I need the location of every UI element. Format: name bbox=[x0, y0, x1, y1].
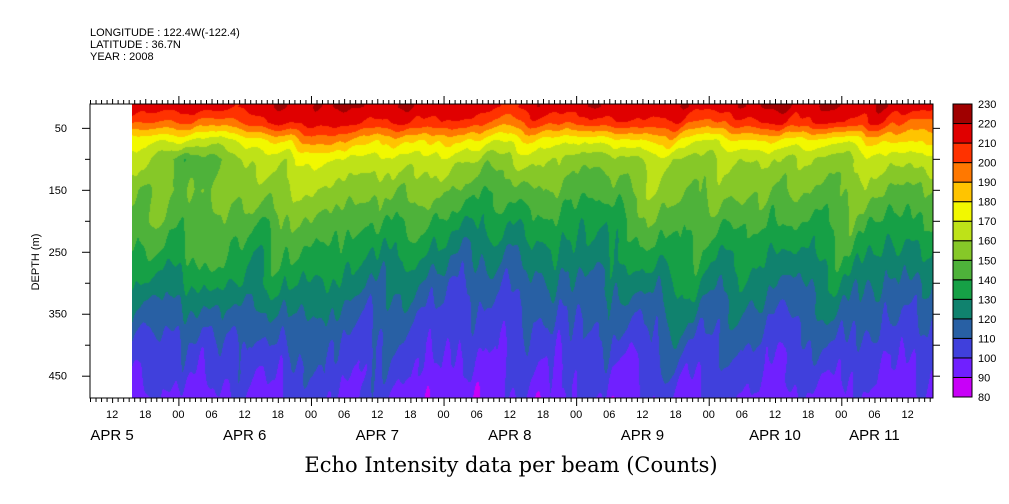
colorbar-label: 120 bbox=[978, 314, 996, 326]
colorbar-label: 220 bbox=[978, 119, 996, 131]
colorbar-swatch bbox=[952, 123, 973, 144]
y-tick-label: 50 bbox=[55, 123, 67, 135]
y-tick-label: 150 bbox=[49, 185, 67, 197]
x-tick-label: 12 bbox=[901, 409, 913, 421]
y-axis-label: DEPTH (m) bbox=[30, 233, 42, 291]
x-tick-label: 06 bbox=[736, 409, 748, 421]
x-tick-label: 06 bbox=[338, 409, 350, 421]
colorbar-label: 210 bbox=[978, 138, 996, 150]
y-tick-label: 350 bbox=[49, 309, 67, 321]
colorbar-label: 170 bbox=[978, 216, 996, 228]
colorbar-swatch bbox=[952, 181, 973, 203]
date-label: APR 6 bbox=[223, 427, 266, 444]
x-tick-label: 18 bbox=[139, 409, 151, 421]
date-label: APR 11 bbox=[849, 427, 900, 444]
date-label: APR 8 bbox=[488, 427, 531, 444]
x-tick-label: 00 bbox=[703, 409, 715, 421]
x-tick-label: 00 bbox=[570, 409, 582, 421]
colorbar-swatch bbox=[952, 240, 973, 261]
colorbar-swatch bbox=[952, 318, 973, 339]
colorbar-label: 80 bbox=[978, 392, 990, 404]
echo-intensity-contour-field bbox=[132, 104, 933, 398]
x-tick-label: 00 bbox=[305, 409, 317, 421]
latitude-label: LATITUDE : 36.7N bbox=[90, 39, 181, 51]
colorbar-label: 190 bbox=[978, 177, 996, 189]
date-label: APR 7 bbox=[356, 427, 399, 444]
x-tick-label: 18 bbox=[537, 409, 549, 421]
x-tick-label: 06 bbox=[868, 409, 880, 421]
x-tick-label: 18 bbox=[404, 409, 416, 421]
x-tick-label: 06 bbox=[471, 409, 483, 421]
y-tick-label: 450 bbox=[49, 371, 67, 383]
colorbar-swatch bbox=[952, 279, 973, 300]
plot-frame bbox=[89, 103, 934, 399]
colorbar-swatch bbox=[952, 357, 973, 378]
colorbar-label: 200 bbox=[978, 158, 996, 170]
colorbar-swatch bbox=[952, 376, 973, 398]
colorbar-swatch bbox=[952, 162, 973, 183]
colorbar-label: 230 bbox=[978, 99, 996, 111]
longitude-label: LONGITUDE : 122.4W(-122.4) bbox=[90, 27, 240, 39]
colorbar-label: 150 bbox=[978, 255, 996, 267]
colorbar-swatch bbox=[952, 142, 973, 164]
year-label: YEAR : 2008 bbox=[90, 51, 154, 63]
colorbar-swatch bbox=[952, 337, 973, 359]
x-tick-label: 00 bbox=[437, 409, 449, 421]
x-tick-label: 06 bbox=[603, 409, 615, 421]
colorbar-swatch bbox=[952, 220, 973, 242]
date-label: APR 10 bbox=[749, 427, 801, 444]
x-tick-label: 18 bbox=[272, 409, 284, 421]
x-tick-label: 12 bbox=[636, 409, 648, 421]
colorbar-swatch bbox=[952, 103, 973, 125]
x-tick-label: 12 bbox=[239, 409, 251, 421]
y-tick-label: 250 bbox=[49, 247, 67, 259]
colorbar-label: 110 bbox=[978, 333, 996, 345]
x-tick-label: 06 bbox=[205, 409, 217, 421]
x-tick-label: 18 bbox=[802, 409, 814, 421]
x-tick-label: 12 bbox=[106, 409, 118, 421]
x-tick-label: 12 bbox=[371, 409, 383, 421]
colorbar-swatch bbox=[952, 298, 973, 320]
x-tick-label: 12 bbox=[504, 409, 516, 421]
colorbar-label: 140 bbox=[978, 275, 996, 287]
colorbar-label: 130 bbox=[978, 294, 996, 306]
x-tick-label: 00 bbox=[835, 409, 847, 421]
colorbar-label: 90 bbox=[978, 372, 990, 384]
date-label: APR 5 bbox=[90, 427, 133, 444]
chart-title: Echo Intensity data per beam (Counts) bbox=[304, 453, 718, 477]
colorbar-label: 100 bbox=[978, 353, 996, 365]
colorbar-swatch bbox=[952, 259, 973, 281]
x-tick-label: 12 bbox=[769, 409, 781, 421]
date-label: APR 9 bbox=[621, 427, 664, 444]
colorbar-swatch bbox=[952, 201, 973, 222]
x-tick-label: 18 bbox=[669, 409, 681, 421]
x-tick-label: 00 bbox=[172, 409, 184, 421]
colorbar-label: 160 bbox=[978, 236, 996, 248]
colorbar-label: 180 bbox=[978, 197, 996, 209]
